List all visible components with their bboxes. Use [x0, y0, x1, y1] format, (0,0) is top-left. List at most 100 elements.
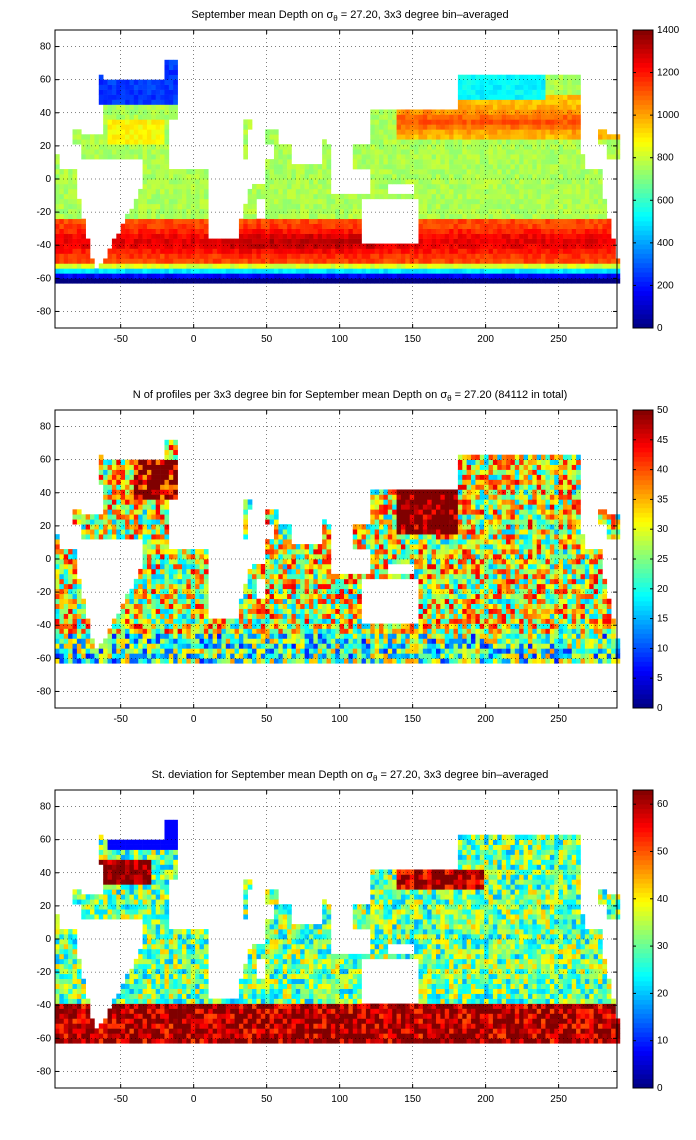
- heatmap-cell: [133, 643, 139, 649]
- heatmap-cell: [203, 638, 209, 644]
- heatmap-cell: [387, 144, 393, 150]
- heatmap-cell: [120, 469, 126, 475]
- heatmap-cell: [234, 658, 240, 664]
- heatmap-cell: [243, 519, 248, 525]
- heatmap-cell: [497, 129, 502, 135]
- heatmap-cell: [304, 164, 310, 170]
- heatmap-cell: [457, 243, 463, 249]
- heatmap-cell: [55, 643, 60, 649]
- heatmap-cell: [536, 208, 542, 215]
- heatmap-cell: [322, 263, 327, 269]
- heatmap-cell: [68, 193, 73, 200]
- heatmap-cell: [103, 529, 108, 535]
- heatmap-cell: [519, 258, 524, 264]
- heatmap-cell: [370, 183, 375, 190]
- heatmap-cell: [252, 613, 257, 619]
- heatmap-cell: [295, 258, 301, 264]
- heatmap-cell: [217, 238, 222, 244]
- heatmap-cell: [606, 248, 612, 254]
- heatmap-cell: [501, 243, 507, 249]
- heatmap-cell: [479, 174, 485, 180]
- heatmap-cell: [287, 588, 292, 595]
- heatmap-cell: [593, 228, 599, 234]
- y-tick-label: -60: [37, 273, 52, 284]
- heatmap-cell: [506, 144, 511, 150]
- heatmap-cell: [234, 263, 240, 269]
- heatmap-cell: [225, 253, 231, 259]
- heatmap-cell: [269, 228, 275, 234]
- heatmap-cell: [571, 193, 577, 200]
- heatmap-cell: [431, 183, 437, 190]
- heatmap-cell: [182, 613, 187, 619]
- heatmap-cell: [142, 623, 148, 629]
- heatmap-cell: [418, 183, 424, 190]
- heatmap-cell: [466, 144, 472, 150]
- heatmap-cell: [462, 233, 467, 239]
- heatmap-cell: [602, 129, 608, 135]
- heatmap-cell: [59, 633, 65, 639]
- heatmap-cell: [501, 253, 507, 259]
- heatmap-cell: [545, 74, 551, 80]
- heatmap-cell: [142, 154, 148, 160]
- heatmap-cell: [164, 203, 170, 210]
- heatmap-cell: [576, 228, 581, 234]
- heatmap-cell: [457, 233, 463, 239]
- heatmap-cell: [151, 603, 157, 609]
- heatmap-cell: [348, 243, 354, 249]
- heatmap-cell: [589, 203, 594, 210]
- heatmap-cell: [142, 603, 148, 609]
- heatmap-cell: [308, 203, 314, 210]
- heatmap-cell: [59, 169, 65, 175]
- heatmap-cell: [182, 223, 187, 229]
- heatmap-cell: [146, 183, 152, 190]
- heatmap-cell: [589, 258, 594, 264]
- heatmap-cell: [203, 243, 209, 249]
- heatmap-cell: [182, 559, 187, 565]
- heatmap-cell: [392, 193, 397, 200]
- heatmap-cell: [151, 554, 157, 560]
- heatmap-cell: [479, 169, 485, 175]
- heatmap-cell: [160, 653, 165, 659]
- heatmap-cell: [186, 598, 192, 604]
- heatmap-cell: [449, 228, 454, 234]
- heatmap-cell: [278, 658, 284, 664]
- heatmap-cell: [387, 164, 393, 170]
- heatmap-cell: [576, 114, 581, 120]
- heatmap-cell: [396, 154, 402, 160]
- heatmap-cell: [160, 114, 165, 120]
- heatmap-cell: [278, 233, 284, 239]
- heatmap-cell: [116, 519, 121, 525]
- heatmap-cell: [510, 258, 516, 264]
- heatmap-cell: [580, 164, 586, 170]
- heatmap-cell: [238, 653, 244, 659]
- heatmap-cell: [72, 563, 78, 570]
- heatmap-cell: [177, 179, 183, 185]
- heatmap-cell: [462, 258, 467, 264]
- heatmap-cell: [457, 139, 463, 145]
- heatmap-cell: [598, 258, 603, 264]
- heatmap-cell: [313, 238, 319, 244]
- heatmap-cell: [212, 618, 218, 624]
- heatmap-cell: [155, 469, 161, 475]
- heatmap-cell: [396, 278, 402, 284]
- heatmap-cell: [567, 164, 573, 170]
- heatmap-cell: [291, 183, 297, 190]
- heatmap-cell: [243, 534, 248, 540]
- heatmap-cell: [142, 238, 148, 244]
- heatmap-cell: [484, 198, 489, 205]
- heatmap-cell: [76, 514, 82, 520]
- heatmap-cell: [545, 154, 551, 160]
- heatmap-cell: [326, 273, 332, 279]
- heatmap-cell: [199, 243, 205, 249]
- heatmap-cell: [173, 489, 178, 495]
- heatmap-cell: [138, 248, 143, 254]
- heatmap-cell: [514, 208, 520, 215]
- heatmap-cell: [295, 643, 301, 649]
- heatmap-cell: [190, 228, 196, 234]
- heatmap-cell: [484, 253, 489, 259]
- heatmap-cell: [81, 134, 86, 140]
- heatmap-cell: [85, 273, 91, 279]
- heatmap-cell: [155, 578, 161, 585]
- heatmap-cell: [151, 233, 157, 239]
- heatmap-cell: [484, 124, 489, 130]
